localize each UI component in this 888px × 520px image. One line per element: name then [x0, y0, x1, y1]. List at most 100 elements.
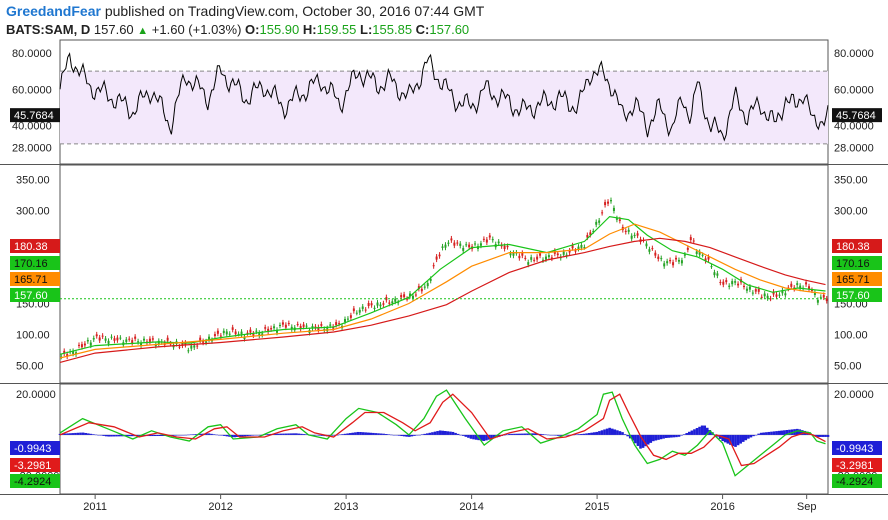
macd-histogram-bar [320, 434, 324, 436]
macd-histogram-bar [775, 431, 778, 435]
candle-body [692, 240, 695, 242]
author-link[interactable]: GreedandFear [6, 3, 101, 19]
rsi-pane[interactable]: 80.0000 80.0000 60.0000 60.0000 40.0000 40.00… [10, 48, 882, 155]
macd-histogram-bar [115, 434, 118, 437]
macd-histogram-bar [354, 432, 357, 435]
candle-body [760, 296, 763, 298]
macd-histogram-bar [723, 434, 727, 443]
candle-body [686, 247, 689, 250]
macd-tag-left-box [10, 458, 60, 472]
rsi-tick-label: 60.0000 [12, 84, 52, 96]
candle-body [784, 293, 787, 296]
macd-histogram-bar [156, 434, 159, 437]
candle-body [311, 326, 314, 329]
macd-histogram-bar [747, 434, 750, 439]
macd-tag-right: -0.9943 [836, 443, 873, 455]
macd-histogram-bar [125, 434, 129, 437]
price-tag-right-box [832, 272, 882, 286]
rsi-tick-label: 28.0000 [834, 142, 874, 154]
candle-body [695, 251, 698, 254]
macd-histogram-bar [246, 434, 249, 437]
macd-histogram-bar [71, 433, 75, 435]
macd-histogram-bar [343, 433, 347, 435]
macd-histogram-bar [759, 432, 763, 435]
candle-body [491, 239, 494, 241]
macd-histogram-bar [241, 434, 244, 437]
candle-body [571, 245, 574, 249]
macd-histogram-bar [590, 432, 593, 435]
macd-histogram-bar [772, 431, 776, 435]
price-tag-left-box [10, 288, 60, 302]
macd-histogram-bar [700, 425, 704, 435]
candle-body [737, 283, 740, 286]
moving-average-ma-red [59, 237, 826, 363]
candle-body [187, 350, 190, 352]
macd-histogram-bar [451, 431, 455, 435]
candle-body [550, 257, 553, 259]
price-tag-left-box [10, 239, 60, 253]
candle-body [521, 252, 524, 256]
macd-histogram-bar [107, 434, 111, 437]
candle-body [530, 257, 533, 260]
candle-body [352, 308, 355, 312]
candle-body [258, 332, 261, 336]
macd-histogram-bar [757, 433, 760, 435]
macd-histogram-bar [662, 434, 665, 439]
candle-body [805, 282, 808, 285]
macd-histogram-bar [426, 433, 429, 435]
price-tick-label: 300.00 [16, 205, 50, 217]
macd-histogram-bar [770, 431, 773, 435]
price-tag-right-box [832, 239, 882, 253]
macd-histogram-bar [225, 434, 229, 437]
candle-body [261, 333, 264, 336]
candle-body [426, 283, 429, 287]
macd-tag-right: -3.2981 [836, 460, 873, 472]
candle-body [680, 260, 683, 264]
macd-histogram-bar [86, 433, 90, 435]
candle-body [612, 207, 615, 211]
macd-histogram-bar [207, 433, 211, 435]
macd-histogram-bar [546, 434, 550, 436]
candle-body [663, 263, 666, 267]
macd-histogram-bar [574, 434, 578, 435]
candle-body [775, 294, 778, 297]
candle-body [731, 281, 734, 285]
candle-body [361, 306, 364, 309]
candle-body [704, 258, 707, 262]
macd-histogram-bar [608, 427, 611, 435]
candle-body [660, 258, 663, 260]
macd-histogram-bar [603, 429, 606, 435]
candle-body [278, 324, 281, 326]
high-value: 159.55 [316, 22, 357, 37]
candle-body [113, 338, 116, 341]
time-axis[interactable]: 2011 2012 2013 2014 2015 2016 Sep [83, 494, 816, 513]
macd-histogram-bar [618, 431, 622, 435]
macd-histogram-bar [736, 434, 740, 446]
macd-histogram-bar [361, 432, 365, 435]
candle-body [474, 243, 477, 245]
candle-body [512, 252, 515, 256]
macd-histogram-bar [741, 434, 745, 442]
candle-body [580, 244, 583, 248]
candle-body [479, 243, 482, 246]
candle-body [799, 285, 802, 289]
macd-histogram-bar [521, 433, 524, 435]
candle-body [107, 340, 110, 344]
macd-histogram-bar [485, 434, 488, 441]
macd-histogram-bar [644, 434, 647, 447]
macd-histogram-bar [395, 434, 398, 436]
macd-pane[interactable]: 20.000020.0000-20.0000-20.0000-0.9943-0.… [10, 389, 882, 488]
candle-body [734, 281, 737, 283]
macd-histogram-bar [158, 434, 162, 436]
symbol-label[interactable]: BATS:SAM, D [6, 22, 91, 37]
candle-body [406, 298, 409, 300]
candle-body [225, 331, 228, 335]
candle-body [808, 286, 811, 290]
macd-histogram-bar [824, 434, 827, 437]
candle-body [465, 244, 468, 246]
x-tick-label: 2015 [585, 501, 609, 513]
macd-histogram-bar [436, 431, 439, 435]
macd-histogram-bar [788, 429, 791, 435]
